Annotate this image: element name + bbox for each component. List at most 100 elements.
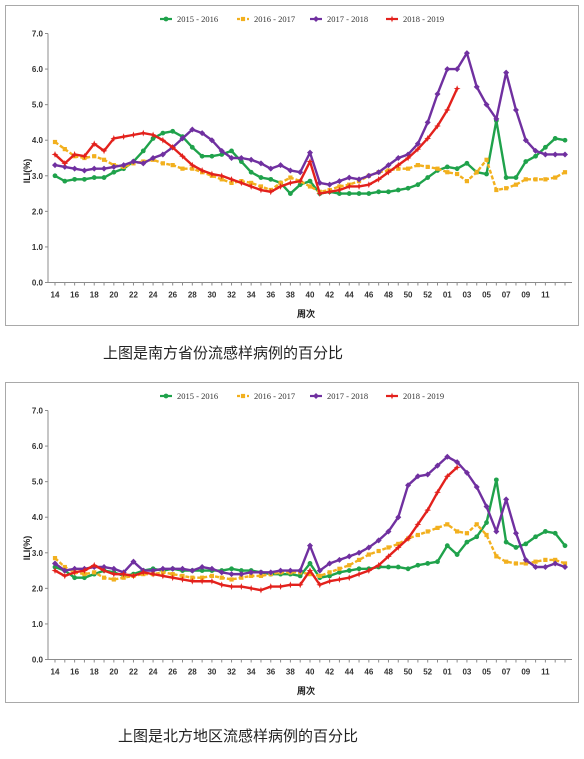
data-point <box>150 155 157 161</box>
x-tick-label: 09 <box>521 668 530 677</box>
data-point <box>238 568 244 573</box>
data-point <box>405 166 411 171</box>
x-tick-label: 16 <box>70 668 79 677</box>
data-point <box>424 506 432 514</box>
x-tick-label: 40 <box>306 291 315 300</box>
data-point <box>346 553 353 560</box>
data-point <box>326 188 334 196</box>
legend-item: 2016 - 2017 <box>237 14 295 24</box>
data-point <box>444 543 450 549</box>
data-point <box>493 477 499 483</box>
data-point <box>337 569 342 575</box>
data-point <box>248 569 255 576</box>
y-tick-label: 7.0 <box>32 407 44 416</box>
data-point <box>503 539 509 545</box>
data-point <box>464 531 470 536</box>
data-point <box>219 575 224 580</box>
data-point <box>366 552 371 557</box>
data-point <box>533 177 538 182</box>
x-tick-label: 26 <box>168 291 177 300</box>
data-point <box>435 166 440 171</box>
data-point <box>160 570 165 575</box>
data-point <box>257 586 265 594</box>
x-tick-label: 34 <box>247 291 256 300</box>
y-axis-label: ILI(%) <box>22 536 32 561</box>
data-point <box>503 496 510 503</box>
data-point <box>52 173 58 179</box>
legend-label: 2015 - 2016 <box>177 14 218 24</box>
data-point <box>287 567 294 574</box>
data-point <box>121 575 126 580</box>
data-point <box>82 176 87 182</box>
legend-label: 2017 - 2018 <box>327 391 368 401</box>
data-point <box>484 171 489 177</box>
data-point <box>414 145 422 153</box>
data-point <box>484 532 489 538</box>
x-tick-label: 30 <box>207 291 216 300</box>
data-point <box>110 163 117 170</box>
data-point <box>267 569 274 576</box>
data-point <box>130 558 137 565</box>
legend-marker-icon <box>163 16 169 22</box>
data-point <box>504 559 509 564</box>
data-point <box>553 557 558 562</box>
legend-label: 2018 - 2019 <box>403 14 444 24</box>
data-point <box>61 572 69 580</box>
series-line <box>54 141 566 193</box>
data-point <box>346 174 353 181</box>
x-tick-label: 18 <box>90 668 99 677</box>
data-point <box>307 184 313 189</box>
data-point <box>238 159 244 164</box>
data-point <box>366 191 372 196</box>
data-point <box>346 568 352 573</box>
data-point <box>463 50 470 57</box>
data-point <box>327 573 333 579</box>
data-point <box>208 137 215 144</box>
data-point <box>101 175 107 180</box>
data-point <box>91 175 97 180</box>
x-tick-label: 24 <box>149 291 158 300</box>
data-point <box>286 581 294 589</box>
data-point <box>404 154 412 162</box>
data-point <box>219 152 225 157</box>
data-point <box>248 156 255 163</box>
data-point <box>61 163 68 170</box>
data-point <box>425 529 430 534</box>
data-point <box>454 166 460 172</box>
data-point <box>532 564 539 571</box>
data-point <box>522 137 529 144</box>
data-point <box>228 571 235 578</box>
data-point <box>82 575 87 581</box>
data-point <box>169 565 176 572</box>
data-point <box>483 503 490 510</box>
data-point <box>424 119 431 126</box>
x-tick-label: 46 <box>364 668 373 677</box>
x-tick-label: 28 <box>188 291 197 300</box>
data-point <box>523 561 528 566</box>
y-tick-label: 1.0 <box>32 243 44 252</box>
data-point <box>149 570 157 578</box>
data-point <box>327 570 332 575</box>
legend-marker-icon <box>388 392 396 400</box>
data-point <box>415 562 421 568</box>
data-point <box>552 151 559 158</box>
legend-marker-icon <box>313 393 319 399</box>
data-point <box>385 552 392 560</box>
data-point <box>139 129 147 137</box>
x-tick-label: 03 <box>462 668 471 677</box>
data-point <box>188 161 196 169</box>
data-point <box>306 567 314 574</box>
data-point <box>385 162 392 169</box>
data-point <box>424 471 431 478</box>
data-point <box>562 564 568 571</box>
x-tick-label: 42 <box>325 291 334 300</box>
x-tick-label: 42 <box>325 668 334 677</box>
data-point <box>100 567 108 574</box>
data-point <box>159 151 166 158</box>
data-point <box>385 168 392 176</box>
line-chart: 0.0 1.0 2.0 3.0 4.0 5.0 6.0 7.0 14 16 18 20 22 24 26 28… <box>22 14 572 319</box>
data-point <box>336 186 343 194</box>
data-point <box>71 565 78 572</box>
data-point <box>542 144 548 150</box>
data-point <box>444 164 450 170</box>
